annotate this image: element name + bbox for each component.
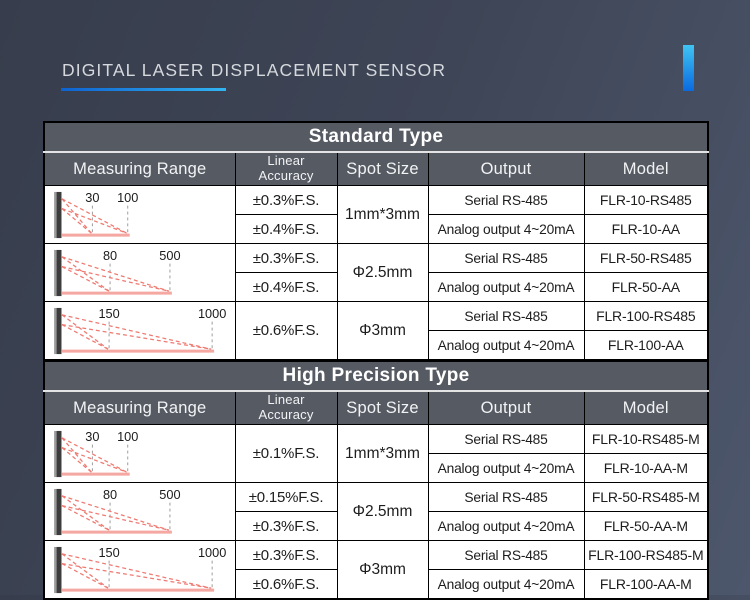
table-row: Analog output 4~20mA FLR-10-AA-M [44, 453, 709, 483]
table-row: 150 1000 ±0.3%F.S. Φ3mm Serial RS-485 FL… [43, 540, 709, 600]
measuring-range-cell: 80 500 [43, 482, 236, 541]
accuracy-cell: ±0.1%F.S. [234, 424, 338, 483]
column-header-output: Output [427, 151, 585, 186]
page-header: DIGITAL LASER DISPLACEMENT SENSOR [0, 0, 750, 115]
table-row: ±0.4%F.S. Analog output 4~20mA FLR-50-AA [44, 272, 709, 302]
column-header-model: Model [583, 390, 709, 425]
range-near-label: 30 [85, 428, 99, 443]
range-far-label: 1000 [198, 544, 226, 559]
measuring-range-diagram: 80 500 [54, 486, 181, 535]
table-row: ±0.4%F.S. Analog output 4~20mA FLR-10-AA [44, 214, 709, 244]
range-near-label: 150 [98, 305, 119, 320]
accuracy-cell: ±0.15%F.S. [234, 482, 338, 512]
range-far-label: 500 [159, 247, 180, 262]
spot-size-cell: 1mm*3mm [336, 185, 429, 244]
range-far-label: 100 [117, 189, 138, 204]
column-header-measuring-range: Measuring Range [43, 151, 236, 186]
accuracy-cell: ±0.3%F.S. [234, 243, 338, 273]
measuring-range-diagram: 80 500 [54, 247, 181, 296]
range-near-label: 150 [98, 544, 119, 559]
measuring-range-diagram: 150 1000 [54, 544, 226, 593]
spot-size-cell: Φ3mm [336, 301, 429, 361]
output-cell: Serial RS-485 [427, 185, 585, 215]
spot-size-cell: Φ2.5mm [336, 243, 429, 302]
page-title: DIGITAL LASER DISPLACEMENT SENSOR [62, 60, 447, 80]
table-title: High Precision Type [43, 360, 709, 392]
output-cell: Analog output 4~20mA [427, 330, 585, 361]
accuracy-cell: ±0.4%F.S. [234, 214, 338, 244]
measuring-range-cell: 150 1000 [43, 301, 236, 361]
standard-type-table: Standard Type Measuring Range Linear Acc… [43, 121, 710, 361]
output-cell: Analog output 4~20mA [427, 453, 585, 483]
range-near-label: 80 [103, 486, 117, 501]
model-cell: FLR-100-AA [583, 330, 709, 361]
measuring-range-cell: 150 1000 [43, 540, 236, 600]
accuracy-cell: ±0.3%F.S. [234, 185, 338, 215]
measuring-range-cell: 30 100 [43, 424, 236, 483]
range-far-label: 1000 [198, 305, 226, 320]
model-cell: FLR-100-AA-M [583, 569, 709, 600]
column-header-spot-size: Spot Size [336, 151, 429, 186]
model-cell: FLR-50-RS485 [583, 243, 709, 273]
column-header-output: Output [427, 390, 585, 425]
table-row: 150 1000 ±0.6%F.S. Φ3mm Serial RS-485 FL… [43, 301, 709, 361]
table-row: 80 500 ±0.3%F.S. Φ2.5mm Serial RS-485 FL… [43, 243, 709, 302]
range-near-label: 30 [85, 189, 99, 204]
model-cell: FLR-10-AA [583, 214, 709, 244]
range-near-label: 80 [103, 247, 117, 262]
model-cell: FLR-50-AA-M [583, 511, 709, 541]
column-header-spot-size: Spot Size [336, 390, 429, 425]
title-underline [61, 88, 226, 91]
table-row: 80 500 ±0.15%F.S. Φ2.5mm Serial RS-485 F… [43, 482, 709, 541]
column-header-model: Model [583, 151, 709, 186]
column-header-measuring-range: Measuring Range [43, 390, 236, 425]
output-cell: Analog output 4~20mA [427, 511, 585, 541]
spot-size-cell: Φ2.5mm [336, 482, 429, 541]
accuracy-cell: ±0.6%F.S. [234, 301, 338, 361]
output-cell: Serial RS-485 [427, 301, 585, 331]
table-row: 30 100 ±0.1%F.S. 1mm*3mm Serial RS-485 F… [43, 424, 709, 483]
column-header-linear-accuracy: Linear Accuracy [234, 390, 338, 425]
accuracy-cell: ±0.6%F.S. [234, 569, 338, 600]
range-far-label: 500 [159, 486, 180, 501]
table-row: Analog output 4~20mA FLR-100-AA [44, 330, 709, 361]
high-precision-type-table: High Precision Type Measuring Range Line… [43, 360, 710, 600]
model-cell: FLR-10-AA-M [583, 453, 709, 483]
output-cell: Serial RS-485 [427, 482, 585, 512]
accuracy-cell: ±0.4%F.S. [234, 272, 338, 302]
table-row: ±0.6%F.S. Analog output 4~20mA FLR-100-A… [44, 569, 709, 600]
range-far-label: 100 [117, 428, 138, 443]
table-title: Standard Type [43, 121, 709, 153]
output-cell: Analog output 4~20mA [427, 214, 585, 244]
model-cell: FLR-100-RS485 [583, 301, 709, 331]
output-cell: Serial RS-485 [427, 424, 585, 454]
output-cell: Serial RS-485 [427, 540, 585, 570]
accuracy-cell: ±0.3%F.S. [234, 511, 338, 541]
spot-size-cell: 1mm*3mm [336, 424, 429, 483]
accent-bar [683, 45, 694, 91]
model-cell: FLR-100-RS485-M [583, 540, 709, 570]
model-cell: FLR-10-RS485-M [583, 424, 709, 454]
model-cell: FLR-10-RS485 [583, 185, 709, 215]
measuring-range-diagram: 30 100 [54, 189, 138, 238]
output-cell: Analog output 4~20mA [427, 272, 585, 302]
table-row: 30 100 ±0.3%F.S. 1mm*3mm Serial RS-485 F… [43, 185, 709, 244]
output-cell: Serial RS-485 [427, 243, 585, 273]
measuring-range-diagram: 150 1000 [54, 305, 226, 354]
measuring-range-diagram: 30 100 [54, 428, 138, 477]
spot-size-cell: Φ3mm [336, 540, 429, 600]
model-cell: FLR-50-RS485-M [583, 482, 709, 512]
model-cell: FLR-50-AA [583, 272, 709, 302]
measuring-range-cell: 80 500 [43, 243, 236, 302]
column-header-linear-accuracy: Linear Accuracy [234, 151, 338, 186]
measuring-range-cell: 30 100 [43, 185, 236, 244]
accuracy-cell: ±0.3%F.S. [234, 540, 338, 570]
